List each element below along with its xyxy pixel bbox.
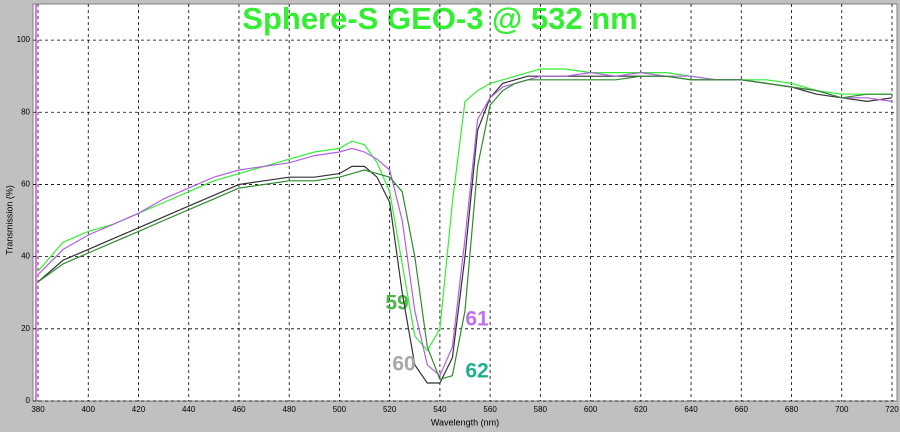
x-tick-label: 420: [132, 405, 146, 414]
y-tick-label: 60: [21, 180, 30, 189]
y-tick-label: 80: [21, 107, 30, 116]
x-tick-label: 380: [31, 405, 45, 414]
x-tick-label: 700: [835, 405, 849, 414]
x-tick-label: 440: [182, 405, 196, 414]
x-tick-label: 600: [584, 405, 598, 414]
x-tick-label: 480: [283, 405, 297, 414]
plot-area: [32, 3, 898, 402]
y-tick-label: 100: [17, 35, 31, 44]
x-tick-label: 580: [534, 405, 548, 414]
x-tick-label: 460: [232, 405, 246, 414]
x-axis-label: Wavelength (nm): [431, 417, 499, 427]
series-line: [37, 75, 892, 381]
x-tick-label: 400: [82, 405, 96, 414]
x-tick-label: 640: [684, 405, 698, 414]
x-tick-label: 680: [785, 405, 799, 414]
x-tick-label: 720: [885, 405, 899, 414]
y-tick-label: 0: [26, 396, 31, 405]
y-axis-label: Transmission (%): [4, 185, 14, 255]
x-tick-label: 620: [634, 405, 648, 414]
x-tick-label: 520: [383, 405, 397, 414]
series-label: 60: [392, 353, 415, 376]
x-tick-label: 660: [735, 405, 749, 414]
x-tick-label: 540: [433, 405, 447, 414]
y-tick-label: 20: [21, 324, 30, 333]
x-tick-label: 500: [333, 405, 347, 414]
series-label: 62: [465, 360, 488, 383]
x-tick-label: 560: [483, 405, 497, 414]
y-tick-label: 40: [21, 252, 30, 261]
series-label: 61: [465, 308, 489, 331]
